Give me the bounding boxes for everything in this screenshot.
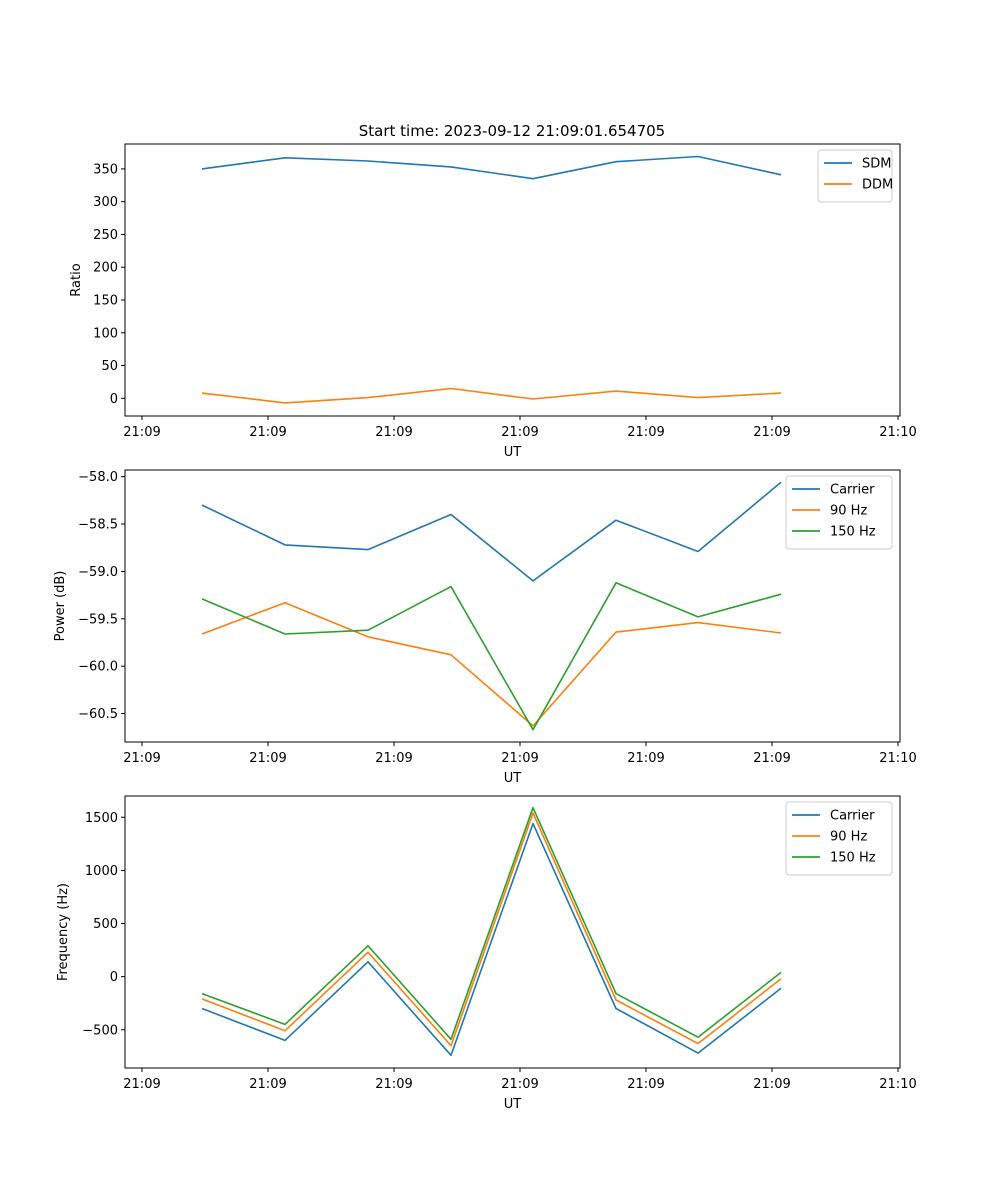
series-line-150-hz [201, 806, 782, 1041]
legend-label: 90 Hz [830, 830, 867, 845]
y-tick-label: 300 [93, 195, 118, 210]
x-tick-label: 21:09 [627, 425, 664, 440]
legend-label: 150 Hz [830, 525, 876, 540]
x-tick-label: 21:10 [879, 1077, 916, 1092]
series-line-90-hz [201, 601, 782, 727]
x-axis-label: UT [504, 445, 522, 460]
x-tick-label: 21:09 [249, 1077, 286, 1092]
x-tick-label: 21:09 [501, 751, 538, 766]
legend: SDM DDM [817, 149, 893, 203]
power-panel: 21:09 21:09 21:09 21:09 21:09 21:09 21:10 −58.0… [53, 469, 917, 786]
x-tick-label: 21:09 [249, 425, 286, 440]
series-line-150-hz [201, 581, 782, 731]
axes-frame [124, 143, 901, 417]
x-tick-label: 21:09 [627, 751, 664, 766]
x-tick-label: 21:10 [879, 425, 916, 440]
y-tick-label: −60.0 [78, 660, 118, 675]
y-tick-label: 150 [93, 293, 118, 308]
x-axis-label: UT [504, 1097, 522, 1112]
x-tick-label: 21:09 [375, 425, 412, 440]
y-tick-label: −59.0 [78, 565, 118, 580]
y-tick-label: 0 [110, 392, 118, 407]
y-tick-label: −58.0 [78, 470, 118, 485]
series-line-sdm [201, 155, 782, 180]
legend: Carrier 90 Hz 150 Hz [785, 475, 893, 550]
x-tick-label: 21:09 [123, 1077, 160, 1092]
x-tick-label: 21:10 [879, 751, 916, 766]
y-tick-label: −60.5 [78, 707, 118, 722]
y-tick-label: 200 [93, 261, 118, 276]
ratio-panel: 21:09 21:09 21:09 21:09 21:09 21:09 21:10 0 50 10… [69, 143, 917, 460]
series-line-90-hz [201, 812, 782, 1047]
y-axis-label: Frequency (Hz) [56, 883, 71, 981]
y-tick-label: 1000 [85, 864, 118, 879]
axes-frame [124, 795, 901, 1069]
y-axis-label: Power (dB) [53, 571, 68, 642]
y-axis-label: Ratio [69, 263, 84, 296]
legend-label: 90 Hz [830, 504, 867, 519]
y-tick-label: 50 [101, 359, 118, 374]
y-tick-label: 350 [93, 162, 118, 177]
y-tick-label: 250 [93, 228, 118, 243]
figure-title: Start time: 2023-09-12 21:09:01.654705 [359, 122, 665, 140]
y-tick-label: −58.5 [78, 518, 118, 533]
y-tick-label: 0 [110, 970, 118, 985]
series-line-ddm [201, 387, 782, 404]
legend-label: DDM [862, 178, 893, 193]
y-tick-label: 100 [93, 326, 118, 341]
y-tick-label: 500 [93, 917, 118, 932]
x-tick-label: 21:09 [375, 751, 412, 766]
x-tick-label: 21:09 [501, 1077, 538, 1092]
x-tick-label: 21:09 [123, 425, 160, 440]
x-tick-label: 21:09 [753, 425, 790, 440]
x-tick-label: 21:09 [375, 1077, 412, 1092]
legend: Carrier 90 Hz 150 Hz [785, 801, 893, 876]
legend-label: 150 Hz [830, 851, 876, 866]
legend-label: Carrier [830, 809, 875, 824]
y-tick-label: 1500 [85, 811, 118, 826]
series-line-carrier [201, 481, 782, 582]
x-tick-label: 21:09 [249, 751, 286, 766]
legend-label: SDM [862, 157, 891, 172]
axes-frame [124, 469, 901, 743]
series-line-carrier [201, 822, 782, 1057]
x-axis-label: UT [504, 771, 522, 786]
y-tick-label: −59.5 [78, 612, 118, 627]
x-tick-label: 21:09 [501, 425, 538, 440]
x-tick-label: 21:09 [627, 1077, 664, 1092]
legend-label: Carrier [830, 483, 875, 498]
frequency-panel: 21:09 21:09 21:09 21:09 21:09 21:09 21:10 −500 0… [56, 795, 917, 1112]
x-tick-label: 21:09 [123, 751, 160, 766]
x-tick-label: 21:09 [753, 751, 790, 766]
y-tick-label: −500 [82, 1023, 118, 1038]
x-tick-label: 21:09 [753, 1077, 790, 1092]
